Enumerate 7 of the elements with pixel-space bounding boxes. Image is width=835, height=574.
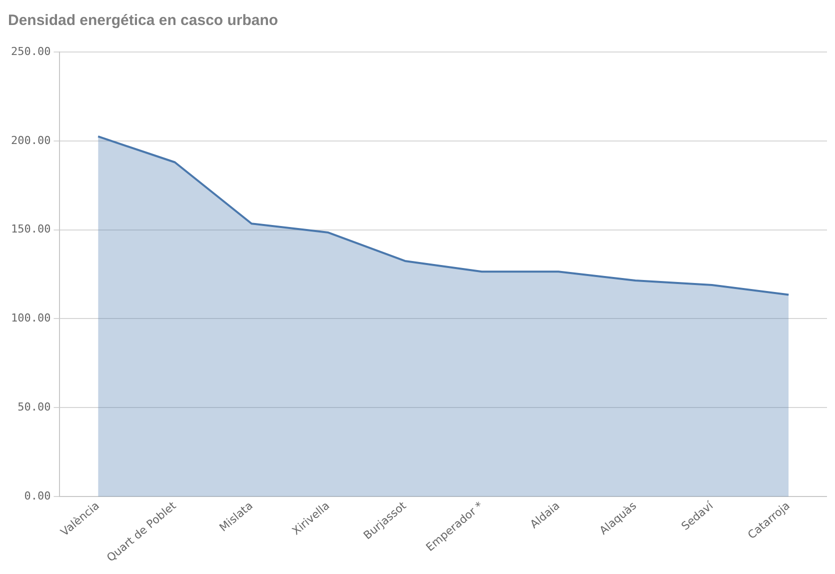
y-tick-label: 200.00 bbox=[10, 134, 51, 147]
y-tick-label: 50.00 bbox=[18, 400, 51, 414]
y-tick-label: 100.00 bbox=[10, 312, 51, 325]
y-tick-label: 150.00 bbox=[10, 222, 51, 236]
y-tick-label: 250.00 bbox=[10, 44, 51, 58]
chart-title: Densidad energética en casco urbano bbox=[8, 12, 278, 30]
y-tick-label: 0.00 bbox=[24, 489, 51, 502]
